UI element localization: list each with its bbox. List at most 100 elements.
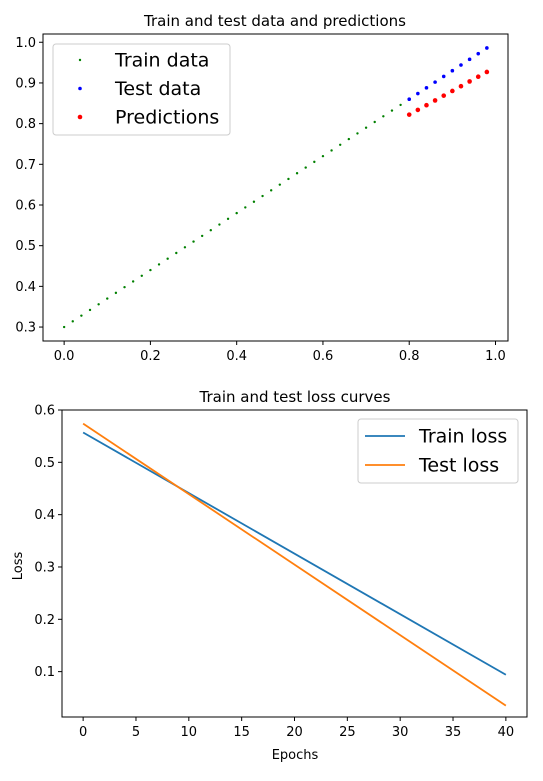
tick-group: 0.0 0.2 0.4 0.6 0.8 1.0 0.3 0.4 0.5 0.6 0.7 0.8 0.9 1… — [15, 36, 506, 364]
x-tick-label: 0.2 — [140, 349, 161, 364]
x-tick-label: 25 — [339, 725, 356, 740]
x-tick-label: 40 — [498, 725, 515, 740]
point-train-data — [140, 274, 143, 277]
point-test-data — [476, 51, 481, 56]
point-train-data — [71, 320, 74, 323]
legend-label-test-data: Test data — [114, 78, 201, 100]
x-tick-label: 0.4 — [226, 349, 247, 364]
point-test-data — [450, 68, 455, 73]
point-train-data — [157, 263, 161, 266]
x-tick-label: 0.0 — [54, 349, 75, 364]
y-tick-label: 0.6 — [15, 198, 36, 213]
point-train-data — [166, 257, 169, 260]
point-test-data — [416, 91, 420, 96]
point-predictions — [475, 74, 481, 80]
point-train-data — [149, 268, 152, 272]
point-train-data — [244, 206, 247, 209]
point-train-data — [192, 240, 195, 243]
point-predictions — [441, 93, 447, 98]
legend-items: Train loss Test loss — [365, 426, 507, 477]
point-test-data — [407, 97, 412, 102]
point-predictions — [415, 107, 421, 113]
point-test-data — [441, 74, 446, 79]
y-tick-label: 0.6 — [34, 404, 55, 419]
y-tick-label: 0.1 — [34, 665, 55, 680]
point-train-data — [62, 325, 66, 329]
point-predictions — [432, 98, 438, 103]
point-train-data — [364, 126, 368, 129]
point-train-data — [252, 200, 256, 203]
point-train-data — [114, 291, 118, 295]
point-predictions — [467, 79, 472, 84]
point-train-data — [339, 143, 342, 146]
point-train-data — [278, 183, 282, 186]
x-tick-label: 30 — [392, 725, 409, 740]
point-train-data — [330, 149, 333, 152]
legend-box — [357, 418, 519, 484]
y-axis-label: Loss — [11, 552, 26, 581]
point-predictions — [458, 83, 464, 89]
point-train-data — [382, 115, 385, 118]
y-tick-label: 0.4 — [34, 508, 55, 523]
chart-loss-curves: Train and test loss curves 0 5 10 15 20 25 30 3… — [11, 388, 528, 763]
point-train-data — [209, 229, 212, 232]
y-tick-label: 1.0 — [15, 36, 36, 51]
x-tick-label: 10 — [181, 725, 198, 740]
chart-title: Train and test data and predictions — [143, 12, 406, 30]
legend-marker-train-data — [78, 58, 82, 62]
legend-label-train-loss: Train loss — [418, 426, 507, 448]
series-line-test-loss — [82, 422, 507, 707]
legend-marker-predictions — [77, 114, 83, 120]
y-tick-label: 0.3 — [15, 321, 36, 336]
point-train-data — [88, 308, 92, 312]
point-train-data — [131, 280, 135, 283]
x-tick-label: 35 — [445, 725, 462, 740]
chart-title: Train and test loss curves — [199, 388, 391, 406]
legend-items: Train data Test data Predictions — [77, 50, 219, 129]
x-tick-label: 0.8 — [399, 349, 420, 364]
y-tick-label: 0.5 — [34, 456, 55, 471]
point-train-data — [235, 211, 238, 215]
point-train-data — [226, 217, 230, 221]
point-train-data — [390, 109, 394, 112]
chart-train-test-predictions: Train and test data and predictions 0.0 0… — [15, 12, 509, 364]
y-tick-label: 0.4 — [15, 280, 36, 295]
point-train-data — [313, 160, 316, 164]
point-test-data — [467, 57, 472, 62]
plot-area — [82, 422, 507, 707]
legend-label-test-loss: Test loss — [418, 455, 499, 477]
point-predictions — [484, 69, 490, 75]
point-train-data — [295, 172, 299, 175]
y-tick-label: 0.8 — [15, 117, 36, 132]
x-axis-label: Epochs — [272, 748, 319, 763]
legend-marker-test-data — [78, 86, 82, 91]
point-predictions — [424, 102, 429, 108]
x-tick-label: 0 — [79, 725, 87, 740]
legend-box — [52, 43, 231, 136]
point-train-data — [175, 251, 178, 255]
legend: Train loss Test loss — [357, 418, 519, 484]
point-train-data — [373, 120, 376, 124]
point-test-data — [459, 63, 463, 67]
point-train-data — [200, 234, 204, 238]
point-train-data — [287, 177, 290, 181]
point-train-data — [97, 303, 100, 306]
x-tick-label: 1.0 — [485, 349, 506, 364]
point-predictions — [450, 88, 455, 94]
plot-area — [62, 46, 490, 329]
point-train-data — [321, 154, 325, 158]
point-test-data — [485, 46, 489, 50]
x-tick-label: 15 — [233, 725, 250, 740]
point-train-data — [261, 194, 264, 198]
x-tick-label: 0.6 — [313, 349, 334, 364]
y-tick-label: 0.7 — [15, 158, 36, 173]
point-train-data — [183, 246, 187, 249]
y-tick-label: 0.9 — [15, 76, 36, 91]
point-test-data — [433, 80, 437, 84]
point-predictions — [406, 112, 412, 117]
point-test-data — [424, 86, 429, 90]
y-tick-label: 0.5 — [15, 239, 36, 254]
x-tick-label: 20 — [286, 725, 303, 740]
point-train-data — [80, 314, 83, 317]
